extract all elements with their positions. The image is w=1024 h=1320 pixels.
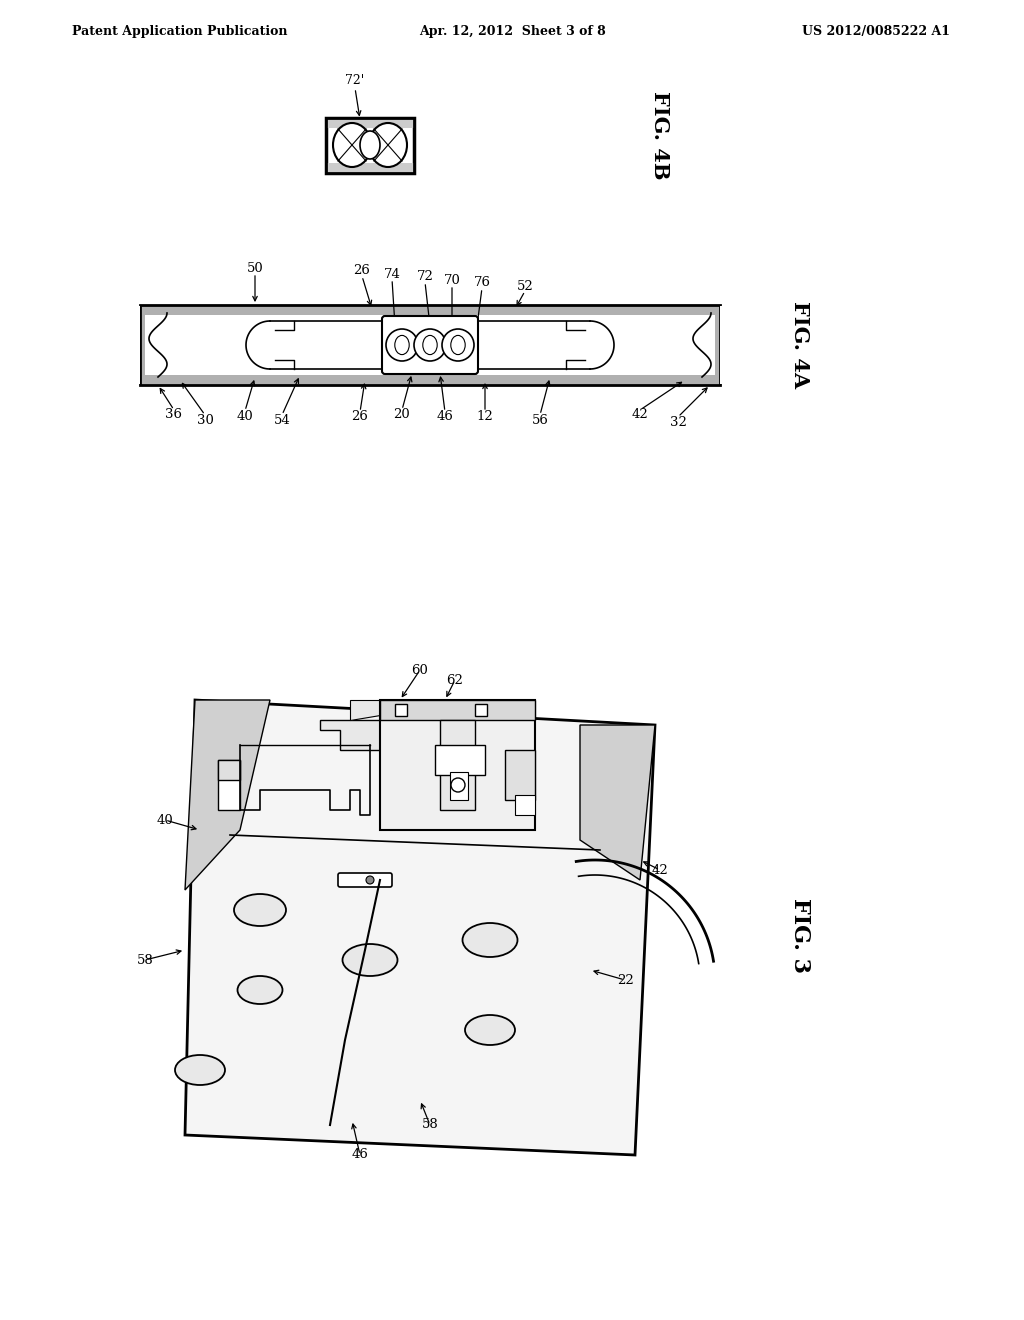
Ellipse shape: [175, 1055, 225, 1085]
Ellipse shape: [360, 131, 380, 158]
Bar: [218, 760, 240, 780]
Text: 58: 58: [422, 1118, 438, 1131]
Ellipse shape: [333, 123, 371, 168]
Text: 20: 20: [393, 408, 411, 421]
Text: 22: 22: [616, 974, 634, 986]
Bar: [326, 117, 414, 128]
Text: 62: 62: [446, 673, 464, 686]
Bar: [380, 700, 535, 719]
Text: 64: 64: [502, 718, 518, 731]
Bar: [145, 315, 715, 375]
Text: 36: 36: [166, 408, 182, 421]
Text: 76: 76: [473, 276, 490, 289]
Bar: [720, 306, 742, 384]
Circle shape: [366, 876, 374, 884]
Text: FIG. 4A: FIG. 4A: [790, 301, 810, 388]
Text: 50: 50: [247, 261, 263, 275]
Text: 42: 42: [632, 408, 648, 421]
Text: FIG. 4B: FIG. 4B: [650, 91, 670, 180]
Circle shape: [442, 329, 474, 360]
Text: 74: 74: [384, 268, 400, 281]
Ellipse shape: [238, 975, 283, 1005]
Text: 12: 12: [476, 411, 494, 424]
Text: 52: 52: [517, 280, 534, 293]
Ellipse shape: [234, 894, 286, 927]
Ellipse shape: [465, 1015, 515, 1045]
Text: 72: 72: [417, 271, 433, 284]
Ellipse shape: [423, 335, 437, 355]
Ellipse shape: [342, 944, 397, 975]
Ellipse shape: [463, 923, 517, 957]
Text: 60: 60: [412, 664, 428, 676]
Text: 54: 54: [273, 413, 291, 426]
Bar: [326, 117, 414, 173]
Bar: [140, 305, 720, 385]
Polygon shape: [185, 700, 655, 1155]
FancyBboxPatch shape: [382, 315, 478, 374]
Bar: [395, 704, 407, 715]
Bar: [515, 795, 535, 814]
Bar: [435, 744, 485, 775]
Ellipse shape: [395, 335, 410, 355]
Text: 26: 26: [351, 411, 369, 424]
FancyBboxPatch shape: [338, 873, 392, 887]
Bar: [140, 305, 720, 385]
Polygon shape: [350, 700, 380, 719]
Bar: [326, 117, 414, 173]
Bar: [450, 772, 468, 800]
Bar: [440, 719, 475, 810]
Bar: [475, 704, 487, 715]
Ellipse shape: [451, 335, 465, 355]
Polygon shape: [185, 700, 270, 890]
Text: 40: 40: [157, 813, 173, 826]
Text: 46: 46: [351, 1148, 369, 1162]
Text: 72': 72': [345, 74, 365, 87]
Ellipse shape: [369, 123, 407, 168]
Circle shape: [414, 329, 446, 360]
Bar: [326, 162, 414, 173]
Polygon shape: [580, 725, 655, 880]
Circle shape: [451, 777, 465, 792]
Polygon shape: [319, 719, 380, 750]
Text: 46: 46: [436, 411, 454, 424]
Text: 56: 56: [531, 413, 549, 426]
Bar: [505, 750, 535, 800]
Text: FIG. 3: FIG. 3: [790, 898, 811, 973]
Bar: [380, 700, 535, 830]
Text: 68: 68: [502, 774, 518, 787]
Text: Apr. 12, 2012  Sheet 3 of 8: Apr. 12, 2012 Sheet 3 of 8: [419, 25, 605, 38]
Text: 40: 40: [237, 409, 253, 422]
Text: 32: 32: [670, 416, 686, 429]
Text: 58: 58: [136, 953, 154, 966]
Text: Patent Application Publication: Patent Application Publication: [72, 25, 288, 38]
Bar: [218, 760, 240, 810]
Text: US 2012/0085222 A1: US 2012/0085222 A1: [802, 25, 950, 38]
Text: 30: 30: [197, 413, 213, 426]
Text: 26: 26: [353, 264, 371, 277]
Bar: [118, 306, 140, 384]
Text: 42: 42: [651, 863, 669, 876]
Circle shape: [386, 329, 418, 360]
Text: 70: 70: [443, 273, 461, 286]
